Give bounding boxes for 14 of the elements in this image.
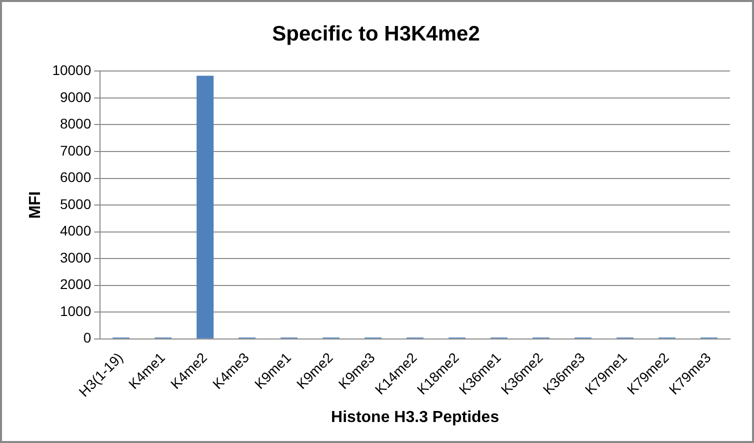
y-tick-label: 1000 bbox=[60, 302, 92, 319]
x-axis-title: Histone H3.3 Peptides bbox=[331, 408, 500, 426]
y-tick-label: 5000 bbox=[60, 196, 92, 212]
chart-title: Specific to H3K4me2 bbox=[272, 22, 480, 46]
y-tick-label: 9000 bbox=[60, 88, 92, 105]
y-tick-label: 0 bbox=[83, 330, 92, 346]
y-tick-label: 6000 bbox=[60, 169, 92, 186]
y-tick-label: 4000 bbox=[60, 222, 92, 239]
y-tick-label: 7000 bbox=[60, 142, 92, 158]
y-tick-label: 10000 bbox=[52, 62, 92, 78]
y-tick-label: 8000 bbox=[60, 116, 92, 132]
y-tick-label: 3000 bbox=[60, 249, 92, 266]
y-axis-title: MFI bbox=[27, 191, 44, 219]
y-tick-label: 2000 bbox=[60, 276, 92, 292]
